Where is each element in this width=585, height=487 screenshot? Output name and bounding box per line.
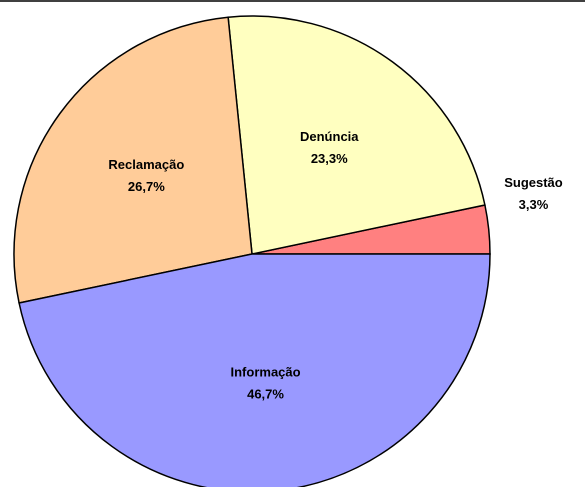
slice-value-label: 3,3% xyxy=(519,197,549,212)
pie-slice xyxy=(13,16,253,304)
slice-label: Sugestão xyxy=(504,175,563,190)
pie-slice xyxy=(227,15,486,255)
slice-label: Denúncia xyxy=(300,129,359,144)
pie-slice xyxy=(18,253,491,487)
slice-value-label: 26,7% xyxy=(128,179,165,194)
slice-value-label: 23,3% xyxy=(311,151,348,166)
slice-label: Reclamação xyxy=(108,157,184,172)
slice-value-label: 46,7% xyxy=(247,387,284,402)
slice-label: Informação xyxy=(231,365,301,380)
